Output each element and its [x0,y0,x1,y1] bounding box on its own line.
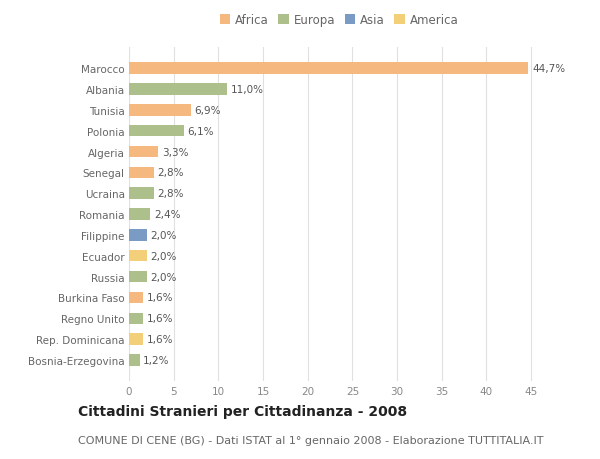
Bar [129,209,151,220]
Bar [129,84,227,95]
Text: 2,4%: 2,4% [154,210,181,219]
Bar [129,105,191,116]
Text: Cittadini Stranieri per Cittadinanza - 2008: Cittadini Stranieri per Cittadinanza - 2… [78,404,407,419]
Text: 2,0%: 2,0% [151,251,177,261]
Bar [129,146,158,158]
Legend: Africa, Europa, Asia, America: Africa, Europa, Asia, America [220,14,458,27]
Text: 2,0%: 2,0% [151,272,177,282]
Text: 2,8%: 2,8% [158,168,184,178]
Bar [129,126,184,137]
Bar [129,354,140,366]
Text: 1,6%: 1,6% [147,334,173,344]
Text: 6,9%: 6,9% [194,106,221,116]
Bar [129,251,147,262]
Bar [129,292,143,303]
Text: COMUNE DI CENE (BG) - Dati ISTAT al 1° gennaio 2008 - Elaborazione TUTTITALIA.IT: COMUNE DI CENE (BG) - Dati ISTAT al 1° g… [78,435,544,445]
Text: 1,2%: 1,2% [143,355,170,365]
Bar [129,167,154,179]
Text: 1,6%: 1,6% [147,313,173,324]
Bar [129,313,143,324]
Text: 2,0%: 2,0% [151,230,177,241]
Text: 11,0%: 11,0% [231,85,264,95]
Bar [129,271,147,283]
Bar [129,63,529,75]
Bar [129,334,143,345]
Text: 6,1%: 6,1% [187,126,214,136]
Bar [129,188,154,200]
Text: 2,8%: 2,8% [158,189,184,199]
Text: 44,7%: 44,7% [532,64,565,74]
Text: 1,6%: 1,6% [147,293,173,303]
Bar [129,230,147,241]
Text: 3,3%: 3,3% [162,147,188,157]
